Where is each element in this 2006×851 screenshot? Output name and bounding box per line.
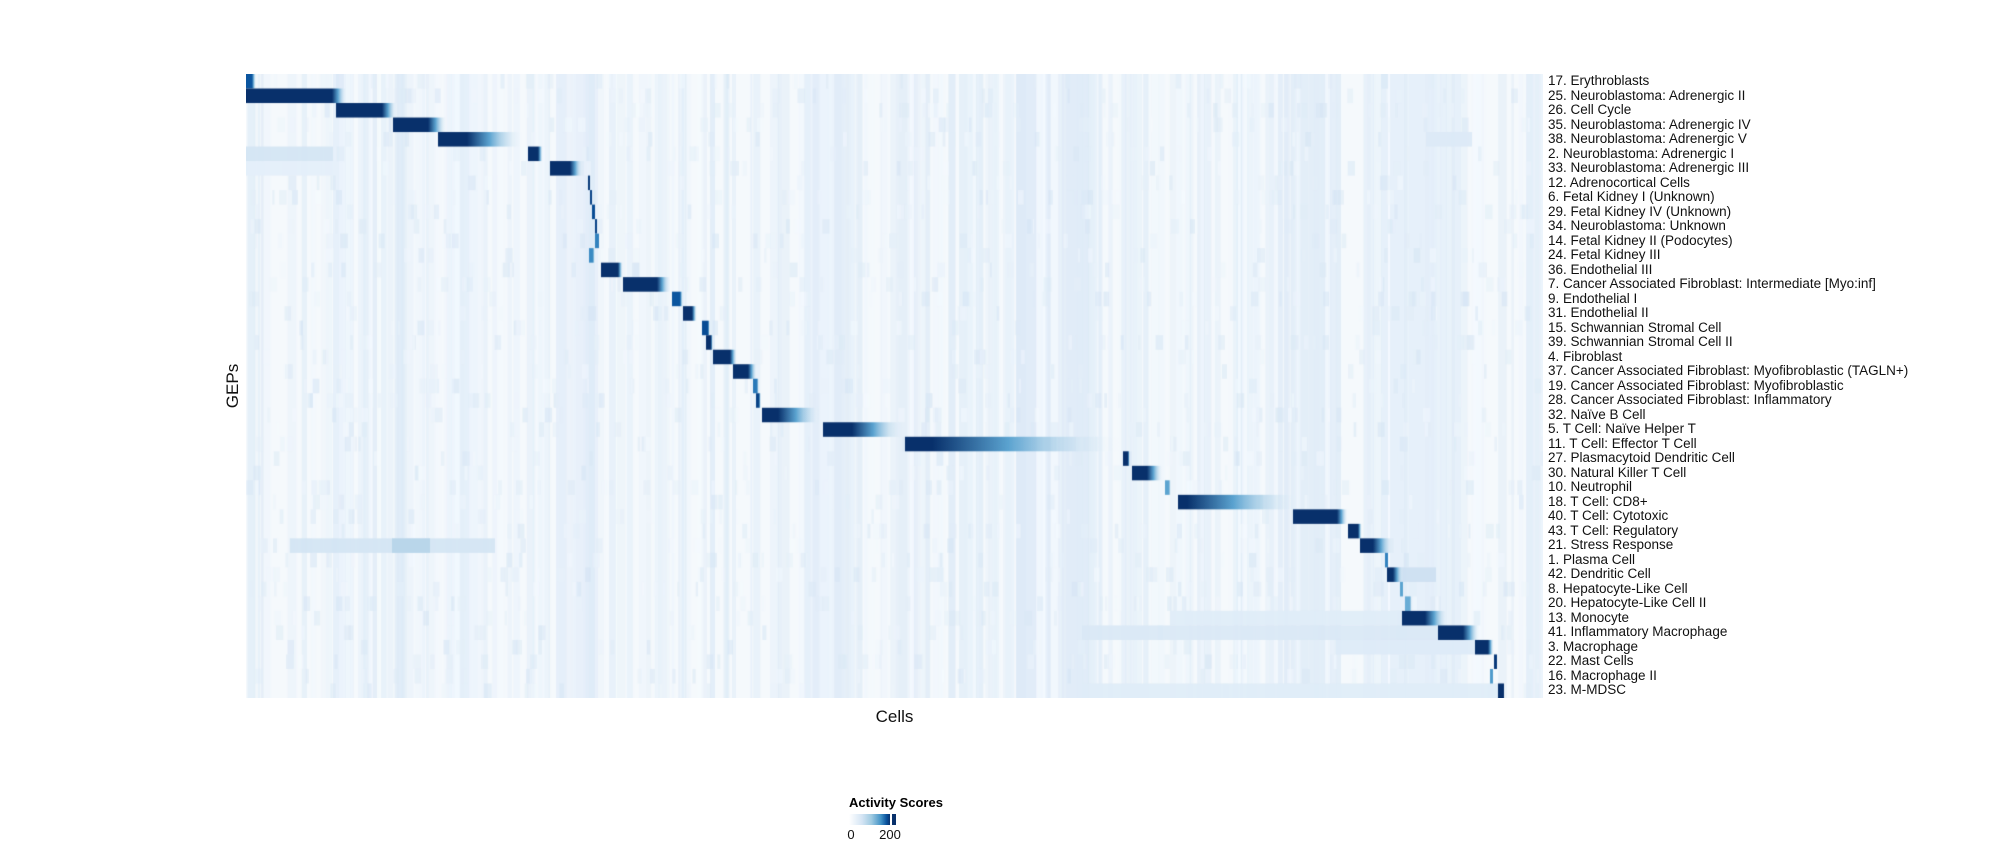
legend-tick-0: 0 — [847, 827, 855, 842]
gep-row-label: 15. Schwannian Stromal Cell — [1548, 319, 1722, 335]
gep-row-label: 32. Naïve B Cell — [1548, 406, 1646, 422]
gep-row-label: 24. Fetal Kidney III — [1548, 247, 1661, 262]
gep-row-label: 29. Fetal Kidney IV (Unknown) — [1548, 203, 1732, 219]
gep-row-label: 22. Mast Cells — [1548, 653, 1634, 668]
gep-row-label: 7. Cancer Associated Fibroblast: Interme… — [1548, 276, 1876, 291]
gep-row-label: 21. Stress Response — [1548, 537, 1674, 552]
legend-title: Activity Scores — [849, 795, 943, 810]
gep-row-label: 14. Fetal Kidney II (Podocytes) — [1548, 232, 1733, 248]
gep-row-label: 20. Hepatocyte-Like Cell II — [1548, 595, 1707, 610]
gep-row-label: 12. Adrenocortical Cells — [1548, 174, 1690, 190]
gep-row-label: 39. Schwannian Stromal Cell II — [1548, 334, 1733, 349]
gep-row-label: 41. Inflammatory Macrophage — [1548, 624, 1728, 639]
gep-row-label: 4. Fibroblast — [1548, 348, 1623, 364]
gep-row-label: 33. Neuroblastoma: Adrenergic III — [1548, 160, 1750, 175]
gep-row-label: 35. Neuroblastoma: Adrenergic IV — [1548, 116, 1751, 132]
gep-row-label: 26. Cell Cycle — [1548, 102, 1632, 117]
legend-tick-mark — [890, 814, 892, 825]
gep-row-label: 43. T Cell: Regulatory — [1548, 522, 1679, 538]
gep-row-label: 2. Neuroblastoma: Adrenergic I — [1548, 145, 1735, 161]
gep-row-label: 13. Monocyte — [1548, 609, 1630, 625]
legend-tick-labels: 0 200 — [847, 827, 909, 843]
gep-row-label: 3. Macrophage — [1548, 638, 1639, 654]
gep-row-label: 25. Neuroblastoma: Adrenergic II — [1548, 87, 1746, 103]
gep-row-label: 8. Hepatocyte-Like Cell — [1548, 580, 1688, 596]
gep-row-label: 10. Neutrophil — [1548, 479, 1633, 494]
gep-row-label: 40. T Cell: Cytotoxic — [1548, 508, 1669, 523]
gep-row-label: 31. Endothelial II — [1548, 305, 1649, 320]
heatmap-plot — [246, 74, 1543, 698]
gep-row-label: 30. Natural Killer T Cell — [1548, 464, 1687, 480]
gep-row-label: 36. Endothelial III — [1548, 261, 1653, 277]
gep-row-label: 5. T Cell: Naïve Helper T — [1548, 421, 1696, 436]
gep-row-label: 23. M-MDSC — [1548, 682, 1627, 697]
gep-row-label: 27. Plasmacytoid Dendritic Cell — [1548, 450, 1735, 465]
gep-row-label: 38. Neuroblastoma: Adrenergic V — [1548, 131, 1747, 146]
gep-row-labels: 17. Erythroblasts 25. Neuroblastoma: Adre… — [1548, 73, 1998, 698]
gep-row-label: 16. Macrophage II — [1548, 667, 1657, 683]
gep-row-label: 17. Erythroblasts — [1548, 73, 1650, 88]
gep-row-label: 37. Cancer Associated Fibroblast: Myofib… — [1548, 363, 1909, 378]
gep-row-label: 6. Fetal Kidney I (Unknown) — [1548, 189, 1715, 204]
gep-row-label: 28. Cancer Associated Fibroblast: Inflam… — [1548, 392, 1832, 407]
legend-tick-200: 200 — [879, 827, 901, 842]
gep-row-label: 9. Endothelial I — [1548, 290, 1638, 306]
gep-row-label: 19. Cancer Associated Fibroblast: Myofib… — [1548, 377, 1844, 393]
gep-row-label: 1. Plasma Cell — [1548, 551, 1636, 567]
gep-row-label: 42. Dendritic Cell — [1548, 566, 1651, 581]
gep-row-label: 34. Neuroblastoma: Unknown — [1548, 218, 1726, 233]
activity-scores-legend: Activity Scores 0 200 — [847, 795, 943, 843]
legend-gradient-bar — [849, 814, 896, 825]
gep-row-label: 18. T Cell: CD8+ — [1548, 493, 1648, 509]
gep-row-label: 11. T Cell: Effector T Cell — [1548, 435, 1697, 451]
x-axis-label: Cells — [875, 707, 914, 726]
y-axis-label: GEPs — [223, 363, 242, 409]
